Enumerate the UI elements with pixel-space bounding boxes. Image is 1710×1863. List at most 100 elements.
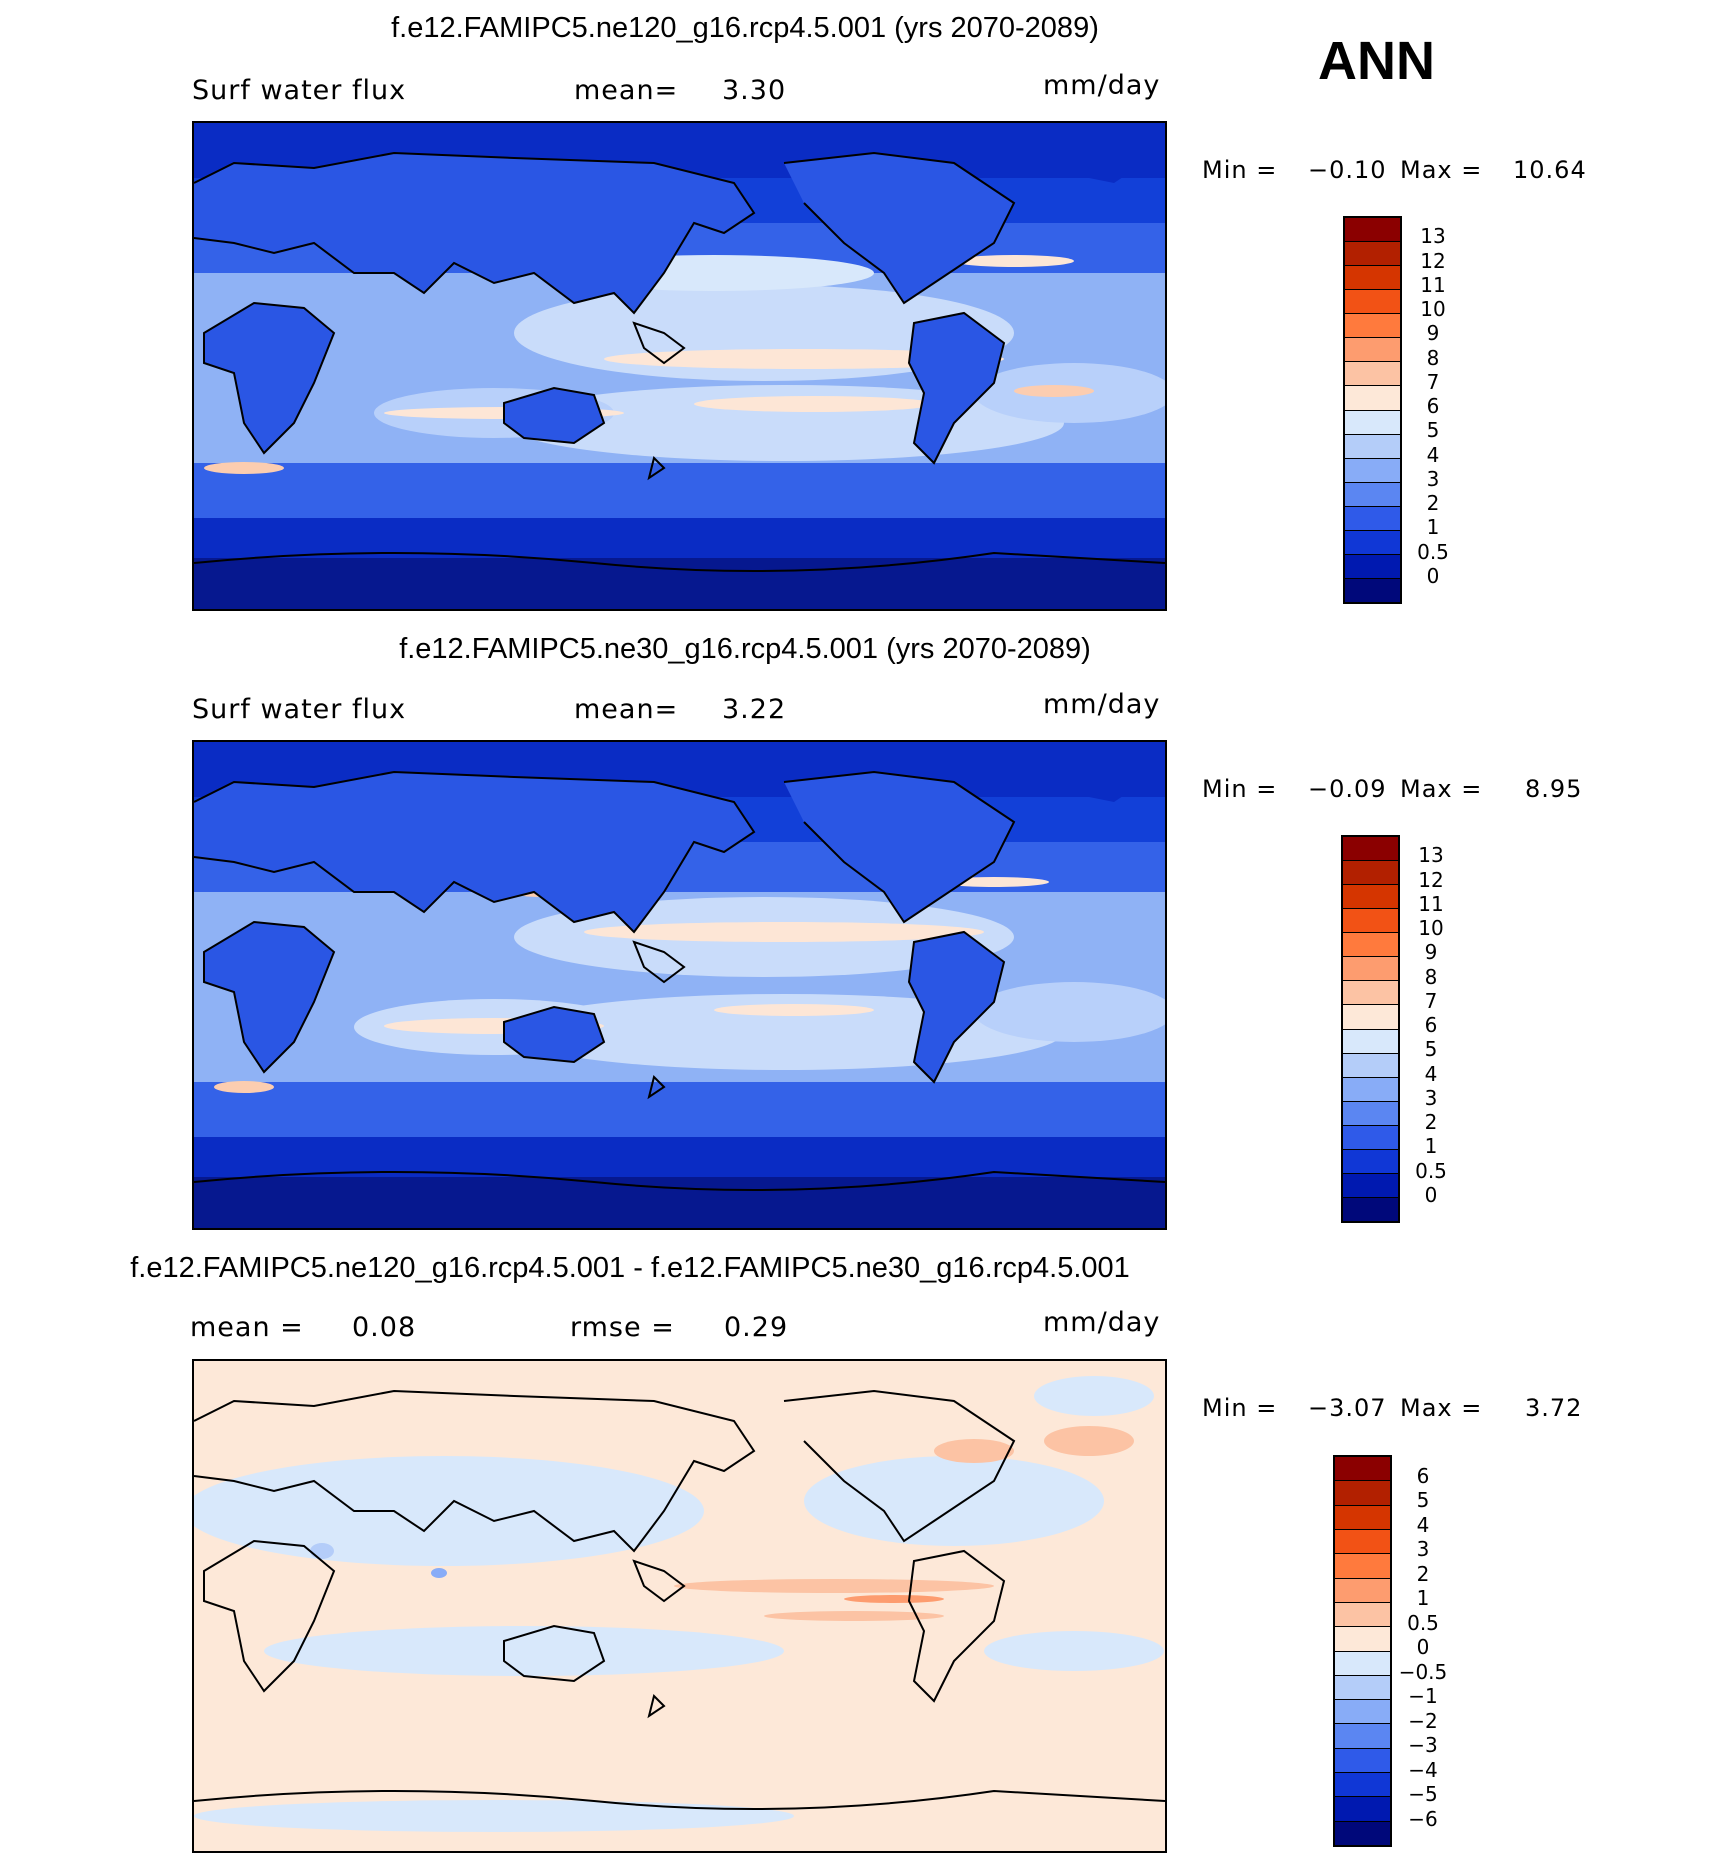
colorbar-swatch (1343, 1149, 1398, 1174)
colorbar-swatch (1345, 530, 1400, 555)
colorbar-swatch (1335, 1578, 1390, 1603)
colorbar-swatch (1335, 1773, 1390, 1798)
panel-1-max-label: Max = (1400, 156, 1483, 184)
colorbar-tick-label: −5 (1408, 1782, 1438, 1806)
colorbar-tick-label: 2 (1424, 1110, 1438, 1134)
panel-3-max-value: 3.72 (1525, 1394, 1583, 1422)
colorbar-tick-label: 13 (1418, 843, 1444, 868)
colorbar-tick-label: 5 (1426, 418, 1440, 443)
panel-2-min-label: Min = (1202, 775, 1278, 803)
colorbar-tick-label: 7 (1426, 369, 1440, 394)
colorbar-tick-label: −4 (1408, 1757, 1438, 1782)
colorbar-tick-label: 0 (1424, 1182, 1438, 1207)
panel-3-rmse-label: rmse = (570, 1312, 675, 1343)
colorbar-swatch (1343, 1101, 1398, 1126)
colorbar-tick-label: 9 (1426, 321, 1440, 346)
panel-2-max-value: 8.95 (1525, 775, 1583, 803)
colorbar-tick-label: 4 (1416, 1512, 1430, 1537)
panel-3-mean-value: 0.08 (352, 1312, 417, 1343)
panel-3-colorbar-labels: 6 5 4 3 2 1 0.5 0 −0.5 −1 −2 −3 −4 −5 −6 (1393, 1455, 1463, 1847)
panel-1-units: mm/day (1043, 70, 1161, 101)
panel-2-colorbar-labels: 13 12 11 10 9 8 7 6 5 4 3 2 1 0.5 0 (1401, 835, 1471, 1223)
colorbar-swatch (1343, 909, 1398, 934)
colorbar-tick-label: 5 (1416, 1488, 1430, 1512)
colorbar-swatch (1343, 933, 1398, 958)
panel-3-max-label: Max = (1400, 1394, 1483, 1422)
colorbar-swatch (1335, 1700, 1390, 1725)
colorbar-swatch (1335, 1627, 1390, 1652)
colorbar-tick-label: 6 (1426, 394, 1440, 418)
colorbar-tick-label: 11 (1420, 272, 1446, 297)
panel-3-map (192, 1359, 1167, 1853)
colorbar-tick-label: −2 (1408, 1708, 1438, 1733)
panel-1-map (192, 121, 1167, 611)
colorbar-swatch (1345, 290, 1400, 315)
colorbar-tick-label: −6 (1408, 1806, 1438, 1831)
panel-2-min-value: −0.09 (1308, 775, 1387, 803)
colorbar-swatch (1343, 837, 1398, 862)
colorbar-tick-label: 9 (1424, 940, 1438, 965)
colorbar-swatch (1343, 1029, 1398, 1054)
panel-2-map (192, 740, 1167, 1230)
colorbar-tick-label: 1 (1416, 1586, 1430, 1610)
colorbar-tick-label: 2 (1416, 1561, 1430, 1586)
colorbar-swatch (1343, 1005, 1398, 1030)
colorbar-tick-label: 10 (1418, 916, 1444, 940)
colorbar-swatch (1335, 1797, 1390, 1822)
colorbar-swatch (1343, 981, 1398, 1006)
colorbar-swatch (1345, 314, 1400, 339)
colorbar-swatch (1343, 885, 1398, 910)
colorbar-swatch (1345, 410, 1400, 435)
panel-1-mean-value: 3.30 (722, 75, 787, 106)
colorbar-tick-label: 0.5 (1415, 1158, 1447, 1183)
colorbar-swatch (1343, 1077, 1398, 1102)
colorbar-swatch (1343, 1197, 1398, 1221)
colorbar-swatch (1345, 218, 1400, 243)
colorbar-swatch (1343, 957, 1398, 982)
panel-2-mean-value: 3.22 (722, 694, 787, 725)
colorbar-tick-label: 0.5 (1407, 1610, 1439, 1635)
colorbar-tick-label: 12 (1420, 248, 1446, 273)
colorbar-swatch (1345, 482, 1400, 507)
panel-3-field (194, 1361, 1165, 1851)
panel-2-mean-label: mean= (574, 694, 679, 725)
colorbar-swatch (1335, 1748, 1390, 1774)
colorbar-swatch (1335, 1651, 1390, 1676)
colorbar-tick-label: −0.5 (1398, 1659, 1448, 1684)
panel-1-field (194, 123, 1165, 609)
colorbar-swatch (1345, 242, 1400, 267)
colorbar-swatch (1343, 1173, 1398, 1198)
colorbar-swatch (1335, 1481, 1390, 1506)
colorbar-tick-label: 5 (1424, 1037, 1438, 1062)
colorbar-tick-label: 7 (1424, 988, 1438, 1013)
colorbar-tick-label: 0 (1416, 1635, 1430, 1659)
colorbar-swatch (1335, 1821, 1390, 1845)
panel-1-colorbar (1343, 216, 1402, 604)
colorbar-swatch (1345, 266, 1400, 291)
colorbar-swatch (1345, 554, 1400, 579)
colorbar-tick-label: 11 (1418, 891, 1444, 916)
panel-3-mean-label: mean = (190, 1312, 304, 1343)
panel-1-max-value: 10.64 (1513, 156, 1587, 184)
season-label: ANN (1318, 31, 1435, 91)
colorbar-swatch (1335, 1675, 1390, 1701)
colorbar-swatch (1345, 458, 1400, 483)
panel-1-variable-label: Surf water flux (192, 75, 407, 106)
colorbar-swatch (1345, 506, 1400, 531)
panel-1-mean-label: mean= (574, 75, 679, 106)
colorbar-swatch (1345, 386, 1400, 411)
panel-2-field (194, 742, 1165, 1228)
colorbar-tick-label: 3 (1416, 1537, 1430, 1561)
colorbar-tick-label: −1 (1408, 1684, 1438, 1708)
panel-2-variable-label: Surf water flux (192, 694, 407, 725)
panel-1-title: f.e12.FAMIPC5.ne120_g16.rcp4.5.001 (yrs … (391, 12, 1099, 44)
colorbar-swatch (1345, 578, 1400, 602)
colorbar-tick-label: 6 (1416, 1463, 1430, 1488)
colorbar-tick-label: 4 (1426, 442, 1440, 467)
colorbar-swatch (1335, 1724, 1390, 1749)
colorbar-swatch (1343, 1053, 1398, 1078)
colorbar-swatch (1335, 1602, 1390, 1628)
panel-3-units: mm/day (1043, 1307, 1161, 1338)
colorbar-swatch (1343, 861, 1398, 886)
